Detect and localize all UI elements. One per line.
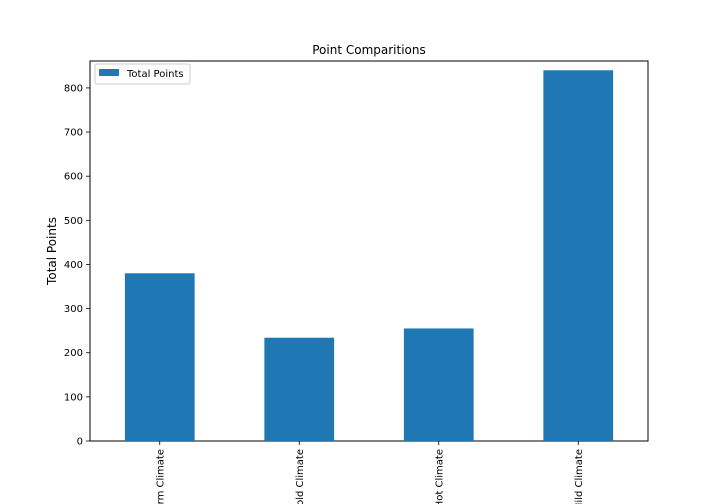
plot-area (89, 60, 649, 442)
legend: Total Points (94, 63, 191, 85)
x-tick-label-3: Mild Climate (574, 449, 585, 504)
legend-label: Total Points (126, 69, 184, 80)
x-tick-label-2: Hot Climate (434, 449, 445, 504)
bar-3 (543, 70, 614, 442)
y-tick-label-1: 100 (64, 392, 83, 403)
legend-swatch (99, 69, 119, 76)
y-axis: 0 100 200 300 400 500 600 700 800 (64, 83, 90, 448)
x-tick-label-1: Cold Climate (295, 449, 306, 504)
bar-0 (124, 273, 195, 441)
bar-1 (264, 337, 335, 441)
y-tick-label-0: 0 (77, 437, 83, 448)
y-tick-label-8: 800 (64, 83, 83, 94)
chart-title: Point Comparitions (312, 43, 426, 57)
y-tick-label-6: 600 (64, 172, 83, 183)
y-tick-label-5: 500 (64, 216, 83, 227)
y-tick-label-3: 300 (64, 304, 83, 315)
y-tick-label-4: 400 (64, 260, 83, 271)
y-tick-label-7: 700 (64, 128, 83, 139)
y-axis-label: Total Points (45, 217, 59, 286)
bars-layer (124, 70, 614, 442)
bar-2 (403, 328, 474, 441)
plot-frame (89, 60, 649, 442)
x-tick-label-0: Warm Climate (155, 449, 166, 504)
x-axis: Warm Climate Cold Climate Hot Climate Mild … (155, 441, 585, 504)
y-tick-label-2: 200 (64, 348, 83, 359)
